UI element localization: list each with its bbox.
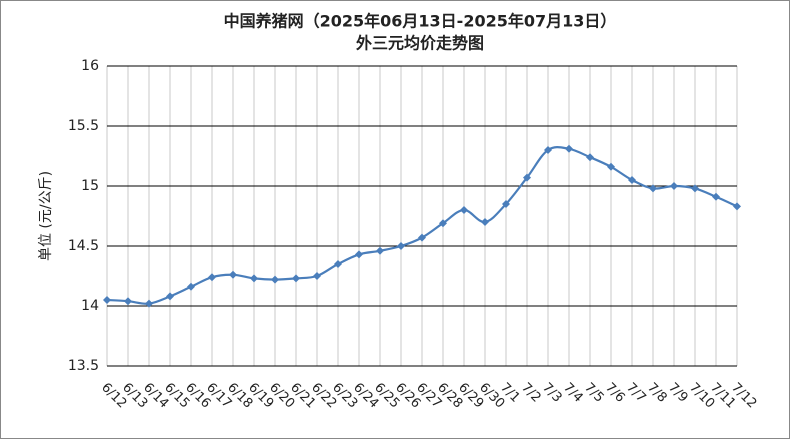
y-tick-label: 14 — [81, 298, 99, 314]
data-point — [481, 218, 489, 226]
data-point — [250, 274, 258, 283]
data-point — [376, 246, 384, 255]
data-point — [439, 219, 447, 228]
data-point — [145, 299, 153, 308]
data-point — [607, 162, 615, 171]
data-point — [313, 272, 321, 280]
y-tick-label: 14.5 — [68, 238, 99, 254]
data-point — [565, 144, 573, 153]
y-tick-label: 13.5 — [68, 358, 99, 374]
chart-title: 中国养猪网（2025年06月13日-2025年07月13日） — [224, 12, 617, 31]
y-tick-label: 15 — [81, 178, 99, 194]
data-point — [229, 270, 237, 279]
data-point — [103, 296, 111, 304]
data-point — [166, 292, 174, 301]
data-point — [586, 153, 594, 162]
data-point — [523, 173, 531, 182]
data-point — [649, 184, 657, 193]
data-point — [712, 192, 720, 201]
data-point — [502, 200, 510, 208]
data-point — [670, 182, 678, 190]
data-point — [691, 184, 699, 193]
y-tick-label: 16 — [81, 58, 99, 74]
data-point — [544, 146, 552, 154]
data-point — [355, 250, 363, 259]
data-point — [397, 242, 405, 250]
data-point — [418, 233, 426, 242]
data-point — [733, 202, 741, 211]
data-point — [628, 176, 636, 184]
data-point — [187, 282, 195, 291]
data-point — [271, 275, 279, 284]
data-point — [292, 274, 300, 283]
y-tick-label: 15.5 — [68, 118, 99, 134]
y-axis-label: 单位 (元/公斤) — [38, 171, 54, 261]
data-point — [460, 206, 468, 214]
data-point — [208, 273, 216, 282]
data-point — [124, 297, 132, 306]
data-point — [334, 260, 342, 268]
chart-subtitle: 外三元均价走势图 — [355, 34, 484, 53]
